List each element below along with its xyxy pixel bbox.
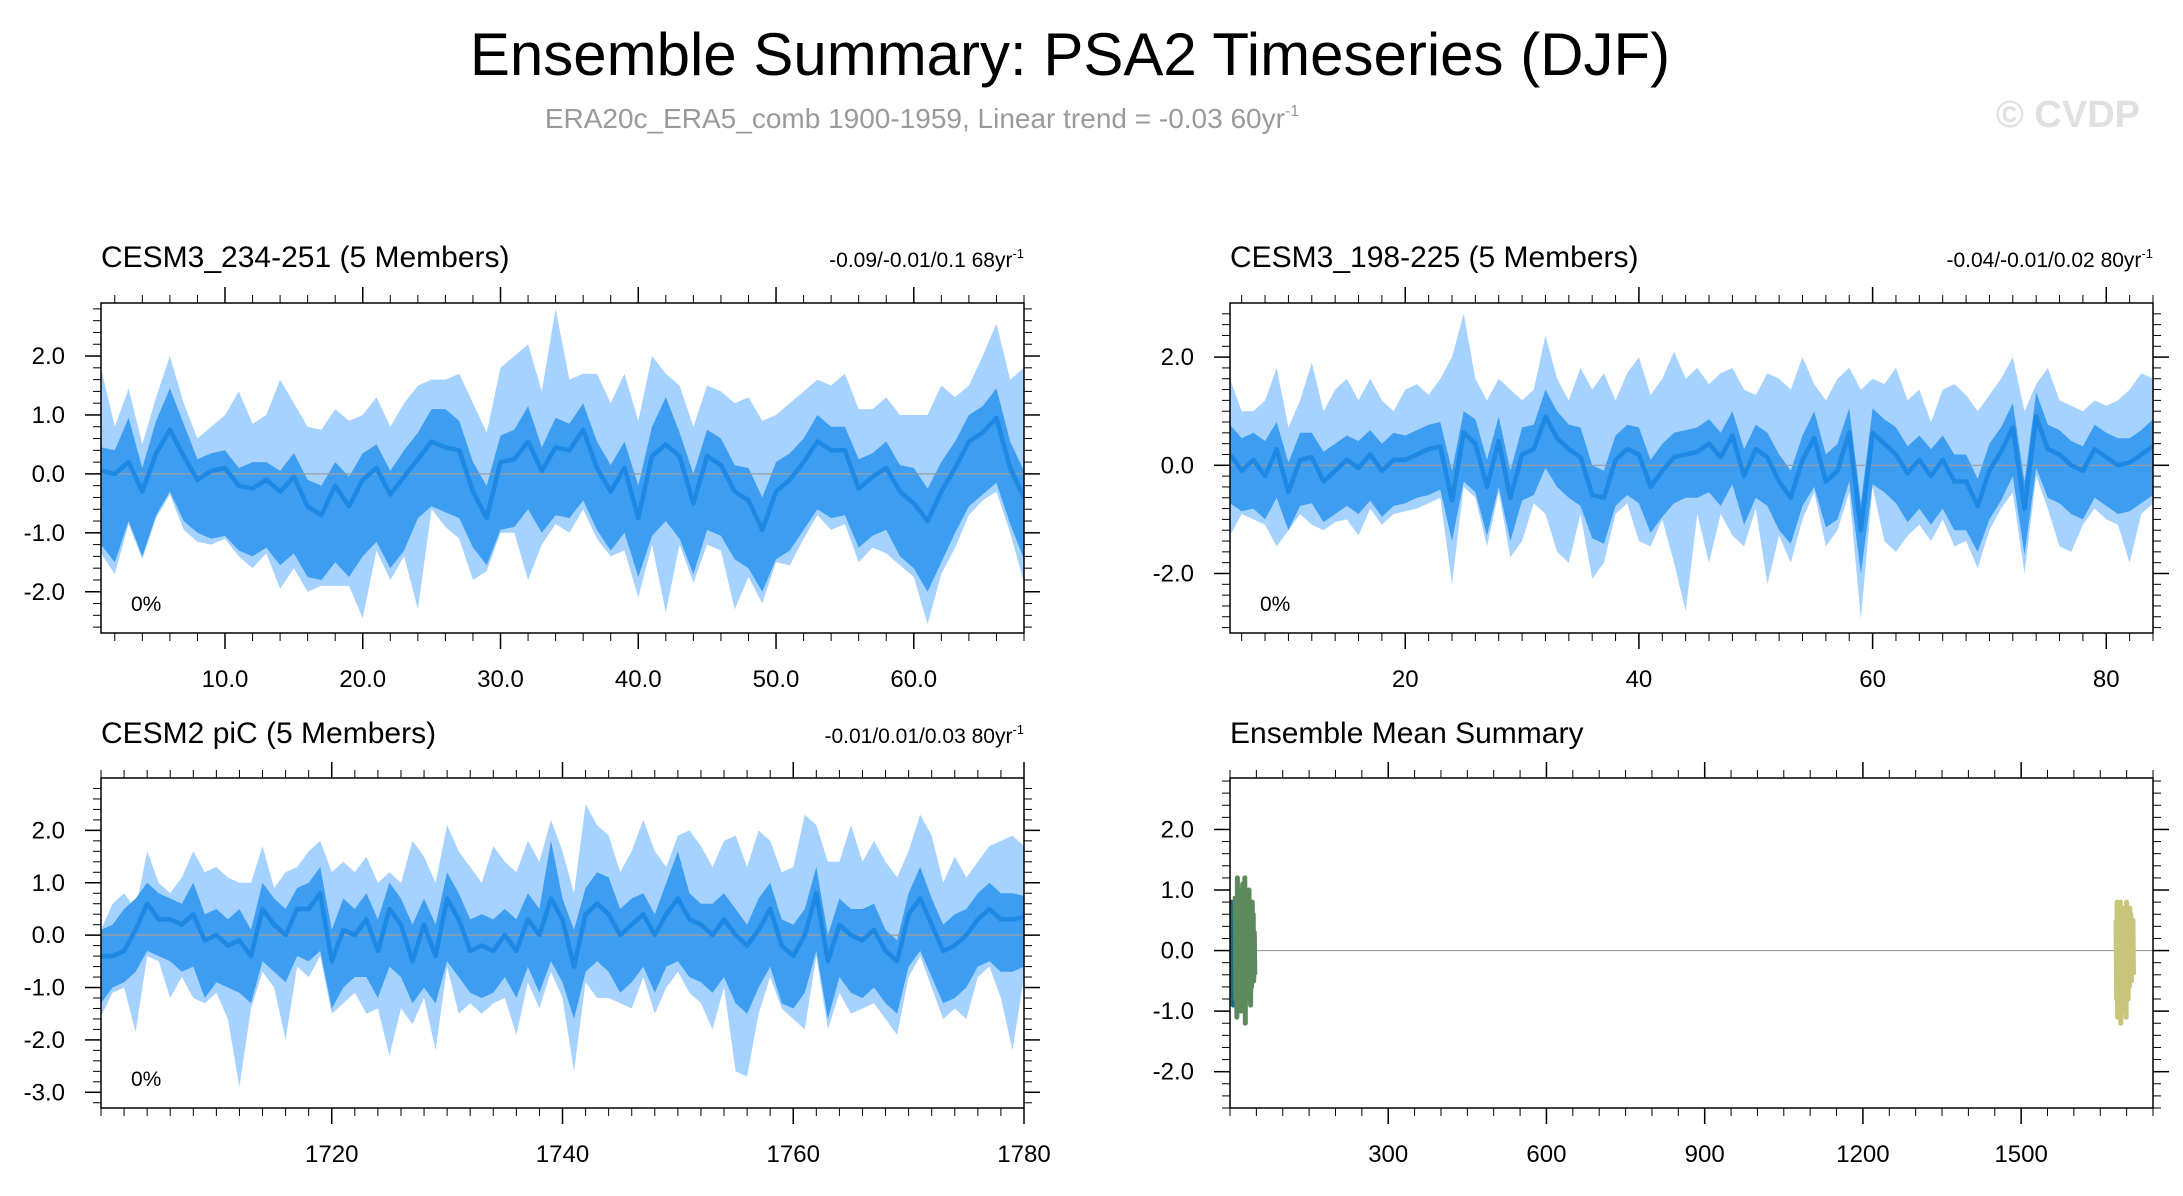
y-tick-label: 0.0 [1161,938,1194,965]
ensemble-mean-line [101,890,1024,969]
y-tick-label: -1.0 [24,520,65,547]
x-tick-label: 30.0 [477,666,524,693]
panel-title: Ensemble Mean Summary [1230,717,1583,750]
y-tick-label: 1.0 [32,870,65,897]
figure-title: Ensemble Summary: PSA2 Timeseries (DJF) [470,21,1670,88]
x-tick-label: 60 [1859,666,1886,693]
figure-subtitle-sup: -1 [1285,103,1299,120]
y-tick-label: -2.0 [1153,1059,1194,1086]
series-line [1232,875,1258,1026]
ensemble-mean-line [101,415,1024,533]
plot-area: 1720 1740 1760 1780 -3.0 -2.0 -1.0 0.0 1.0 2.0 [24,762,1051,1168]
y-tick-label: -3.0 [24,1079,65,1106]
plot-frame [1229,777,2154,1109]
panel-cesm3-234-251: CESM3_234-251 (5 Members) -0.09/-0.01/0.… [24,241,1040,693]
figure-subtitle-text: ERA20c_ERA5_comb 1900-1959, Linear trend… [545,103,1285,134]
panel-stat: -0.01/0.01/0.03 80yr-1 [824,722,1024,748]
percent-label: 0% [131,593,161,616]
plot-frame [100,302,1025,634]
x-tick-label: 60.0 [890,666,937,693]
x-tick-label: 300 [1368,1141,1408,1168]
x-tick-label: 1780 [997,1141,1050,1168]
x-tick-label: 80 [2093,666,2120,693]
ensemble-spread-band [101,840,1024,1019]
y-tick-label: -2.0 [24,1027,65,1054]
plot-data [101,804,1024,1087]
series-line [2113,899,2136,1026]
y-tick-label: 2.0 [1161,344,1194,371]
plot-data [1230,313,2153,620]
panel-title: CESM3_234-251 (5 Members) [101,241,510,274]
panel-stat-text: -0.01/0.01/0.03 80yr [824,725,1012,748]
panel-title: CESM3_198-225 (5 Members) [1230,241,1639,274]
y-tick-label: 1.0 [1161,877,1194,904]
x-tick-label: 1720 [305,1141,358,1168]
panel-stat-sup: -1 [1012,722,1024,737]
panel-cesm3-198-225: CESM3_198-225 (5 Members) -0.04/-0.01/0.… [1153,241,2169,693]
plot-data [1230,875,2153,1026]
x-tick-label: 1740 [536,1141,589,1168]
x-tick-label: 20.0 [339,666,386,693]
y-tick-label: 0.0 [1161,452,1194,479]
x-tick-label: 50.0 [753,666,800,693]
panel-ensemble-mean-summary: Ensemble Mean Summary 300 600 900 1200 1500 -… [1153,717,2169,1168]
y-tick-label: 2.0 [32,817,65,844]
panel-cesm2-pic: CESM2 piC (5 Members) -0.01/0.01/0.03 80… [24,717,1051,1168]
y-tick-label: -2.0 [1153,560,1194,587]
panel-stat-text: -0.09/-0.01/0.1 68yr [829,249,1012,272]
y-tick-label: 0.0 [32,461,65,488]
y-tick-label: 2.0 [1161,816,1194,843]
x-tick-label: 20 [1392,666,1419,693]
x-tick-label: 1500 [1994,1141,2047,1168]
plot-frame [1229,302,2154,634]
figure-subtitle: ERA20c_ERA5_comb 1900-1959, Linear trend… [545,103,1299,134]
plot-frame [100,777,1025,1109]
percent-label: 0% [131,1068,161,1091]
y-tick-label: 0.0 [32,922,65,949]
y-tick-label: 1.0 [32,402,65,429]
x-tick-label: 1200 [1836,1141,1889,1168]
x-tick-label: 600 [1526,1141,1566,1168]
y-tick-label: -1.0 [24,975,65,1002]
x-tick-label: 10.0 [202,666,249,693]
x-tick-label: 900 [1685,1141,1725,1168]
ensemble-mean-line [1230,414,2153,533]
plot-data [101,308,1024,625]
panel-stat: -0.09/-0.01/0.1 68yr-1 [829,246,1024,272]
panel-stat: -0.04/-0.01/0.02 80yr-1 [1946,246,2153,272]
ensemble-spread-band [1230,389,2153,574]
plot-area: 10.0 20.0 30.0 40.0 50.0 60.0 -2.0 -1.0 0.0 1.0 2.… [24,287,1040,693]
x-tick-label: 1760 [767,1141,820,1168]
panel-title: CESM2 piC (5 Members) [101,717,436,750]
y-tick-label: -1.0 [1153,998,1194,1025]
ensemble-spread-band [101,388,1024,592]
x-tick-label: 40.0 [615,666,662,693]
y-tick-label: -2.0 [24,579,65,606]
plot-area: 20 40 60 80 -2.0 0.0 2.0 [1153,287,2169,693]
plot-area: 300 600 900 1200 1500 -2.0 -1.0 0.0 1.0 2.0 [1153,762,2169,1168]
percent-label: 0% [1260,593,1290,616]
panel-stat-sup: -1 [2141,246,2153,261]
x-tick-label: 40 [1626,666,1653,693]
cvdp-watermark: © CVDP [1996,94,2140,136]
panel-stat-text: -0.04/-0.01/0.02 80yr [1946,249,2141,272]
y-tick-label: 2.0 [32,343,65,370]
panel-stat-sup: -1 [1012,246,1024,261]
